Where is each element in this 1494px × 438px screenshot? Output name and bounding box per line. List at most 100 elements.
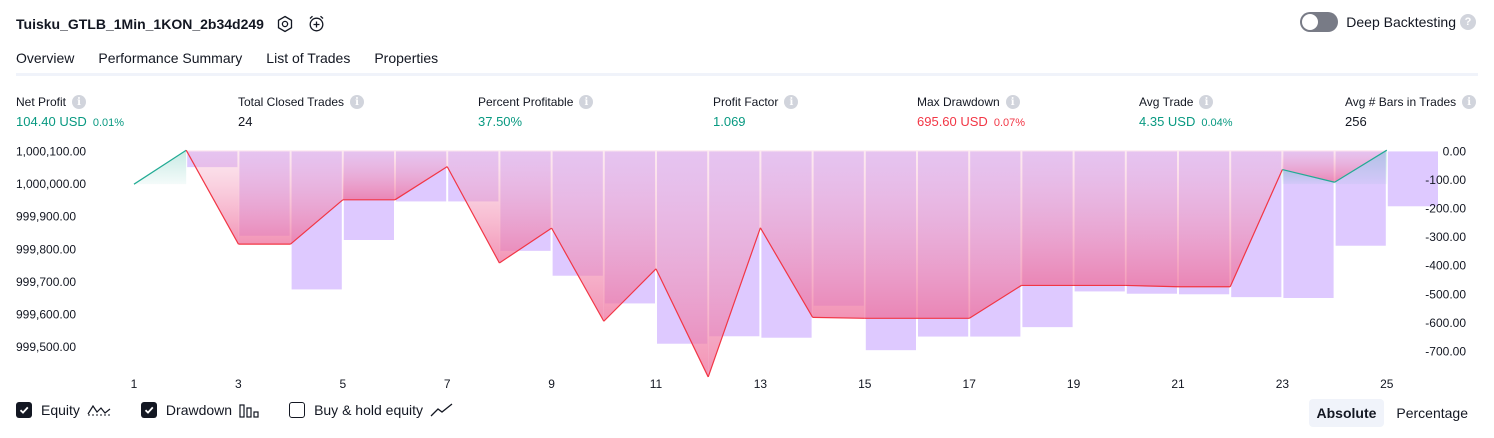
- legend-label: Drawdown: [165, 402, 233, 418]
- underwater-area: [969, 150, 1022, 319]
- legend-equity[interactable]: Equity: [16, 402, 111, 418]
- underwater-area: [290, 150, 343, 245]
- left-axis-tick: 999,500.00: [16, 340, 76, 354]
- equity-line-icon: [87, 402, 111, 418]
- stat-value: 37.50%: [478, 114, 523, 129]
- stat-label: Percent Profitable: [478, 95, 574, 109]
- left-axis-tick: 999,800.00: [16, 242, 76, 256]
- stat-value: 24: [238, 114, 253, 129]
- info-icon[interactable]: i: [1462, 95, 1477, 109]
- stat-value-row: 256: [1345, 114, 1476, 129]
- stat-avg-bars-in-trades: Avg # Bars in Trades i 256: [1345, 94, 1477, 129]
- info-icon[interactable]: i: [1199, 95, 1214, 109]
- info-icon[interactable]: i: [579, 95, 594, 109]
- stat-value-row: 695.60 USD 0.07%: [917, 114, 1025, 129]
- underwater-area: [603, 150, 656, 322]
- stat-label: Avg # Bars in Trades: [1345, 95, 1457, 109]
- stat-label: Profit Factor: [713, 95, 779, 109]
- tab-performance-summary[interactable]: Performance Summary: [98, 50, 243, 66]
- stat-value: 695.60 USD: [917, 114, 988, 129]
- stat-percent-profitable: Percent Profitable i 37.50%: [478, 94, 594, 129]
- underwater-area: [238, 150, 291, 245]
- equity-segment: [290, 199, 344, 245]
- underwater-area: [917, 150, 970, 319]
- stat-value-row: 104.40 USD 0.01%: [16, 114, 124, 129]
- legend-buy-hold[interactable]: Buy & hold equity: [289, 402, 454, 418]
- right-axis-tick: -500.00: [1425, 287, 1466, 301]
- underwater-area: [1125, 150, 1178, 287]
- equity-segment: [394, 166, 448, 201]
- info-icon[interactable]: i: [72, 95, 87, 109]
- info-icon[interactable]: i: [1005, 95, 1020, 109]
- stat-profit-factor: Profit Factor i 1.069: [713, 94, 799, 129]
- drawdown-bars-icon: [239, 402, 259, 418]
- equity-segment: [759, 227, 814, 318]
- stat-label: Total Closed Trades: [238, 95, 345, 109]
- help-icon[interactable]: ?: [1460, 14, 1476, 30]
- info-icon[interactable]: i: [350, 95, 365, 109]
- absolute-mode-button[interactable]: Absolute: [1308, 399, 1385, 427]
- stat-total-closed-trades: Total Closed Trades i 24: [238, 94, 365, 129]
- underwater-area: [864, 150, 917, 319]
- stat-label: Avg Trade: [1139, 95, 1194, 109]
- right-axis-tick: 0.00: [1443, 144, 1467, 158]
- stat-value: 256: [1345, 114, 1367, 129]
- percentage-mode-button[interactable]: Percentage: [1396, 405, 1468, 421]
- stat-percent: 0.01%: [92, 117, 125, 129]
- stat-value-row: 37.50%: [478, 114, 593, 129]
- x-axis-tick: 11: [650, 377, 663, 391]
- drawdown-bar: [1387, 151, 1438, 207]
- x-axis-tick: 1: [131, 377, 138, 391]
- stat-label: Net Profit: [16, 95, 67, 109]
- equity-segment: [1125, 284, 1179, 288]
- equity-segment: [1334, 149, 1388, 183]
- right-axis-tick: -600.00: [1425, 316, 1466, 330]
- equity-checkbox[interactable]: [16, 402, 32, 418]
- equity-segment: [133, 149, 187, 185]
- equity-segment: [603, 268, 657, 322]
- tab-list-of-trades[interactable]: List of Trades: [266, 50, 351, 66]
- x-axis-tick: 5: [339, 377, 346, 391]
- underwater-area: [551, 150, 604, 322]
- equity-segment: [655, 268, 709, 378]
- underwater-area: [708, 150, 761, 377]
- stat-net-profit: Net Profit i 104.40 USD 0.01%: [16, 94, 124, 129]
- equity-segment: [1229, 169, 1283, 287]
- x-axis-tick: 23: [1276, 377, 1290, 391]
- tab-properties[interactable]: Properties: [374, 50, 439, 66]
- equity-segment: [707, 227, 761, 378]
- equity-drawdown-chart[interactable]: 1,000,100.00 1,000,000.00 999,900.00 999,80…: [0, 140, 1494, 395]
- deep-backtesting-toggle[interactable]: [1300, 12, 1339, 32]
- equity-segment: [446, 166, 500, 264]
- info-icon[interactable]: i: [784, 95, 799, 109]
- x-axis-tick: 19: [1067, 377, 1081, 391]
- stat-value-row: 4.35 USD 0.04%: [1139, 114, 1233, 129]
- underwater-area: [1230, 150, 1283, 287]
- buy-hold-line-icon: [430, 402, 454, 418]
- stat-percent: 0.04%: [1201, 117, 1233, 129]
- right-axis-labels: 0.00 -100.00 -200.00 -300.00 -400.00 -500.00 -…: [1425, 144, 1466, 358]
- x-axis-tick: 25: [1380, 377, 1394, 391]
- drawdown-checkbox[interactable]: [140, 402, 157, 418]
- underwater-area: [1178, 150, 1231, 287]
- deep-backtesting-control[interactable]: Deep Backtesting ?: [1300, 12, 1476, 32]
- legend-drawdown[interactable]: Drawdown: [140, 402, 259, 418]
- stat-value: 1.069: [713, 114, 746, 129]
- x-axis-tick: 15: [858, 377, 872, 391]
- underwater-area: [1282, 150, 1335, 183]
- stat-max-drawdown: Max Drawdown i 695.60 USD 0.07%: [917, 94, 1025, 129]
- buy-hold-checkbox[interactable]: [289, 402, 306, 418]
- settings-gear-icon[interactable]: [274, 13, 296, 35]
- x-axis-tick: 13: [754, 377, 768, 391]
- chart-legend: Equity Drawdown Buy & hold equity: [16, 402, 484, 418]
- left-axis-labels: 1,000,100.00 1,000,000.00 999,900.00 999,80…: [16, 145, 86, 354]
- left-axis-tick: 999,600.00: [16, 307, 76, 321]
- add-alert-clock-icon[interactable]: [306, 13, 328, 35]
- underwater-area: [812, 150, 865, 319]
- right-axis-tick: -400.00: [1425, 259, 1466, 273]
- x-axis-tick: 7: [444, 377, 451, 391]
- x-axis-tick: 21: [1171, 377, 1185, 391]
- stat-value-row: 1.069: [713, 114, 798, 129]
- stat-value: 4.35 USD: [1139, 114, 1196, 129]
- tab-overview[interactable]: Overview: [16, 46, 75, 76]
